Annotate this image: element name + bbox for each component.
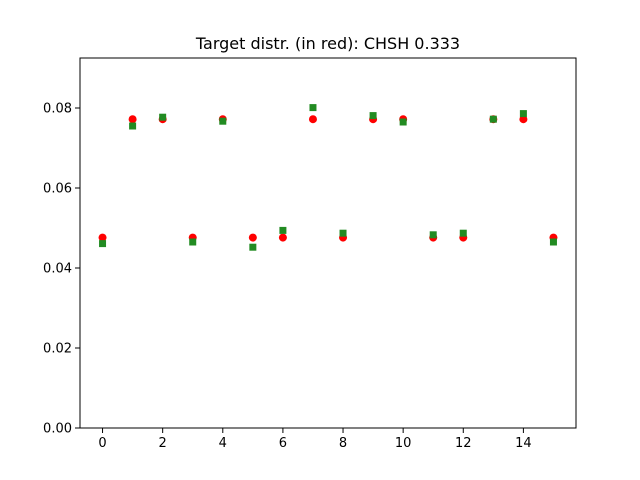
x-tick-label: 6 [279,436,287,451]
data-point-green [159,113,167,121]
data-point-red [98,233,107,242]
axes: 0 2 4 6 8 10 12 14 0.00 0.02 0.04 0.06 0.08 [43,102,532,452]
data-point-green [399,118,407,126]
data-point-green [519,110,527,118]
x-tick-label: 0 [98,436,106,451]
data-point-green [279,226,287,234]
data-point-green [99,240,107,248]
data-point-green [369,112,377,120]
data-point-green [429,231,437,239]
x-tick-label: 4 [219,436,227,451]
data-point-green [459,229,467,237]
data-point-green [189,238,197,246]
y-tick-label: 0.04 [43,262,72,277]
x-tick-label: 2 [159,436,167,451]
data-point-green [489,115,497,123]
data-point-red [248,233,257,242]
y-tick-label: 0.00 [43,422,72,437]
y-tick-label: 0.02 [43,342,72,357]
y-tick-label: 0.06 [43,182,72,197]
data-point-red [128,115,137,124]
plot-frame [79,57,577,429]
data-marks [98,104,558,251]
data-point-green [339,229,347,237]
x-tick-label: 10 [395,436,412,451]
y-tick-label: 0.08 [43,102,72,117]
data-point-green [129,122,137,130]
data-point-red [308,115,317,124]
data-point-red [519,115,528,124]
data-point-green [219,117,227,125]
x-tick-label: 12 [455,436,472,451]
data-point-green [249,243,257,251]
chart-title: Target distr. (in red): CHSH 0.333 [195,34,460,53]
data-point-green [549,238,557,246]
data-point-green [309,104,317,112]
x-tick-label: 14 [515,436,532,451]
data-point-red [278,233,287,242]
x-tick-label: 8 [339,436,347,451]
